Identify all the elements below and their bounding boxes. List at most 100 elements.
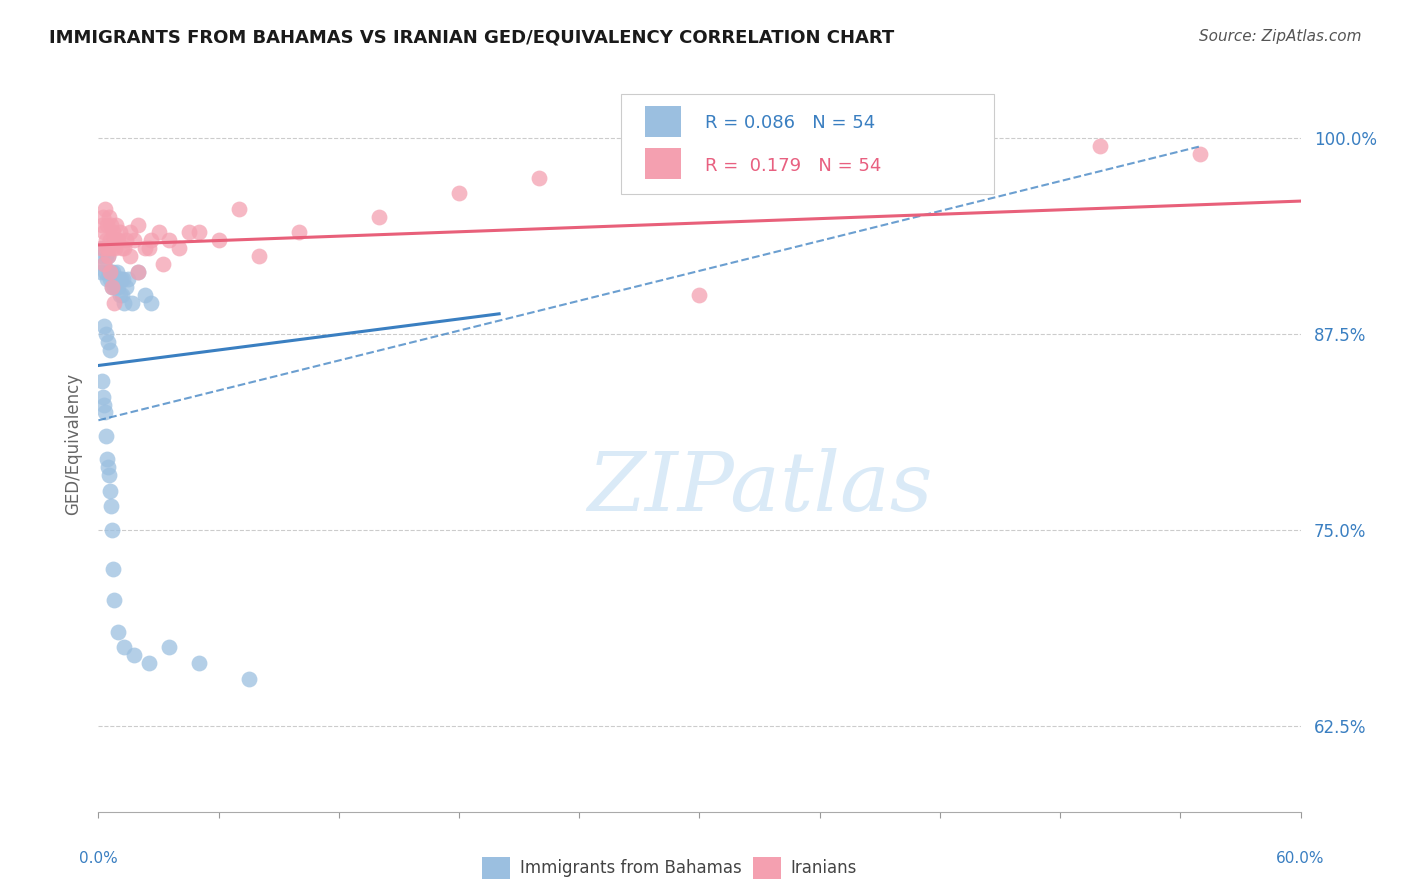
Point xyxy=(96,452,118,467)
Point xyxy=(120,249,142,263)
Point xyxy=(110,272,132,286)
Point xyxy=(103,280,125,294)
Text: IMMIGRANTS FROM BAHAMAS VS IRANIAN GED/EQUIVALENCY CORRELATION CHART: IMMIGRANTS FROM BAHAMAS VS IRANIAN GED/E… xyxy=(49,29,894,46)
Point xyxy=(101,280,124,294)
Point xyxy=(128,218,150,232)
Point xyxy=(103,226,125,240)
Point xyxy=(93,226,115,240)
Point xyxy=(100,343,122,357)
Point xyxy=(114,241,136,255)
Point xyxy=(368,210,391,224)
Point xyxy=(103,296,125,310)
Point xyxy=(247,249,270,263)
Point xyxy=(96,327,118,342)
Point xyxy=(96,233,118,247)
Point xyxy=(111,241,134,255)
Point xyxy=(98,210,121,224)
Point xyxy=(115,280,138,294)
Point xyxy=(93,257,115,271)
Point xyxy=(1088,139,1111,153)
Y-axis label: GED/Equivalency: GED/Equivalency xyxy=(63,373,82,515)
Point xyxy=(969,155,991,169)
Point xyxy=(134,241,156,255)
Point xyxy=(110,226,132,240)
Point xyxy=(849,178,872,193)
Point xyxy=(139,233,162,247)
Point xyxy=(101,523,124,537)
Point xyxy=(93,210,115,224)
Point xyxy=(91,249,114,263)
Point xyxy=(124,233,146,247)
Point xyxy=(139,296,162,310)
Point xyxy=(103,233,125,247)
Point xyxy=(97,241,120,255)
Text: R =  0.179   N = 54: R = 0.179 N = 54 xyxy=(706,157,882,175)
Point xyxy=(98,468,121,483)
Point xyxy=(96,218,118,232)
Point xyxy=(117,272,139,286)
Point xyxy=(103,562,125,576)
Point xyxy=(688,288,710,302)
Point xyxy=(100,500,122,514)
Point xyxy=(529,170,551,185)
Point xyxy=(97,249,120,263)
Point xyxy=(91,218,114,232)
Point xyxy=(93,319,115,334)
Point xyxy=(93,241,115,255)
Point xyxy=(138,656,160,670)
Point xyxy=(107,280,129,294)
Point xyxy=(157,233,180,247)
Point xyxy=(105,280,128,294)
Point xyxy=(152,257,174,271)
Point xyxy=(103,264,125,278)
Point xyxy=(101,241,124,255)
Point xyxy=(120,226,142,240)
Bar xyxy=(645,105,682,136)
Point xyxy=(104,241,127,255)
Bar xyxy=(645,148,682,178)
Point xyxy=(134,288,156,302)
Point xyxy=(111,288,134,302)
Point xyxy=(100,483,122,498)
Point xyxy=(96,249,118,263)
Point xyxy=(93,390,115,404)
Point xyxy=(238,672,260,686)
Point xyxy=(100,264,122,278)
Point xyxy=(167,241,190,255)
Point xyxy=(110,288,132,302)
Point xyxy=(96,429,118,443)
Point xyxy=(112,272,135,286)
Point xyxy=(128,264,150,278)
Point xyxy=(98,264,121,278)
Point xyxy=(208,233,231,247)
Point xyxy=(114,640,136,655)
Point xyxy=(121,296,143,310)
Text: Immigrants from Bahamas: Immigrants from Bahamas xyxy=(520,859,741,877)
Point xyxy=(1189,147,1212,161)
Point xyxy=(90,264,112,278)
Text: Iranians: Iranians xyxy=(790,859,858,877)
Text: R = 0.086   N = 54: R = 0.086 N = 54 xyxy=(706,114,876,132)
Point xyxy=(114,296,136,310)
Point xyxy=(107,233,129,247)
Point xyxy=(157,640,180,655)
Point xyxy=(187,226,209,240)
Point xyxy=(96,241,118,255)
Point xyxy=(94,264,117,278)
Point xyxy=(100,218,122,232)
Point xyxy=(104,272,127,286)
Text: Source: ZipAtlas.com: Source: ZipAtlas.com xyxy=(1198,29,1361,44)
Point xyxy=(93,398,115,412)
Point xyxy=(107,233,129,247)
Point xyxy=(124,648,146,662)
Point xyxy=(177,226,200,240)
Text: ZIPatlas: ZIPatlas xyxy=(586,448,932,528)
Point xyxy=(97,249,120,263)
Point xyxy=(96,272,118,286)
Point xyxy=(100,233,122,247)
Point xyxy=(101,280,124,294)
Point xyxy=(107,264,129,278)
Point xyxy=(105,218,128,232)
Point xyxy=(103,593,125,607)
Point xyxy=(94,405,117,419)
